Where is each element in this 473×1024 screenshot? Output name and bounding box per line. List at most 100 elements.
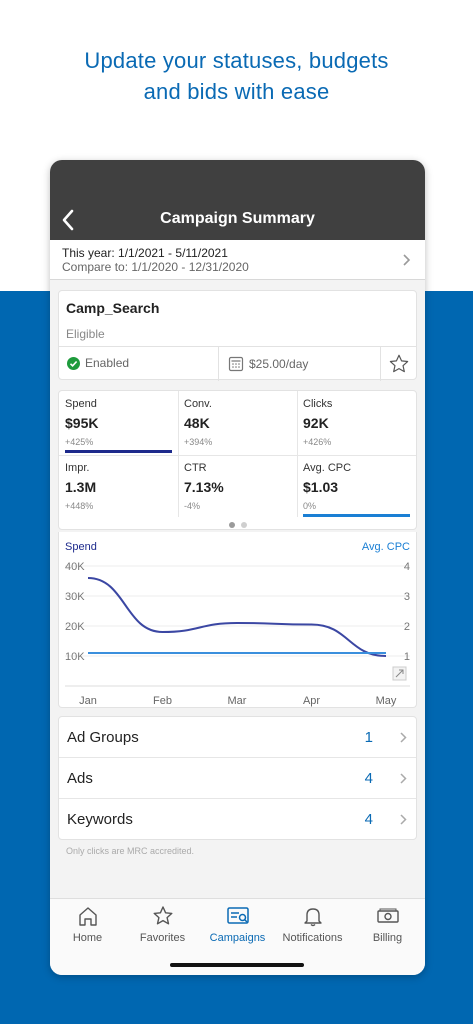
divider xyxy=(178,391,179,517)
entity-list: Ad Groups 1 Ads 4 Keywords 4 xyxy=(58,716,417,840)
metric-change: +448% xyxy=(65,501,94,511)
metric-conversions[interactable]: Conv. 48K +394% xyxy=(178,391,297,454)
right-tick-label: 2 xyxy=(404,621,410,633)
campaign-delivery-status: Eligible xyxy=(66,327,105,341)
list-item-label: Keywords xyxy=(67,811,133,828)
campaigns-icon xyxy=(226,907,249,924)
metric-label: Spend xyxy=(65,398,97,410)
metric-value: 7.13% xyxy=(184,479,224,495)
metric-value: 48K xyxy=(184,415,210,431)
budget-button[interactable]: $25.00/day xyxy=(228,356,308,372)
promo-headline: Update your statuses, budgets and bids w… xyxy=(0,45,473,107)
metric-change: +426% xyxy=(303,437,332,447)
campaign-card: Camp_Search Eligible Enabled $25.00/day xyxy=(58,290,417,381)
series-line-spend xyxy=(87,577,387,657)
x-tick-label: Mar xyxy=(228,695,247,707)
x-tick-label: May xyxy=(376,695,397,707)
divider xyxy=(297,391,298,517)
page-indicator[interactable] xyxy=(59,522,416,528)
tab-notifications[interactable]: Notifications xyxy=(275,905,350,944)
divider xyxy=(59,455,416,456)
metric-label: Conv. xyxy=(184,398,212,410)
phone-screen: Campaign Summary This year: 1/1/2021 - 5… xyxy=(50,160,425,975)
list-item-ad-groups[interactable]: Ad Groups 1 xyxy=(59,717,416,758)
tab-home[interactable]: Home xyxy=(50,905,125,944)
list-item-count: 4 xyxy=(364,811,373,828)
tab-label: Notifications xyxy=(282,932,343,944)
list-item-keywords[interactable]: Keywords 4 xyxy=(59,799,416,840)
metric-change: -4% xyxy=(184,501,201,511)
star-icon xyxy=(153,906,172,925)
metric-label: Clicks xyxy=(303,398,333,410)
tab-label: Home xyxy=(72,932,103,944)
metric-value: $1.03 xyxy=(303,479,339,495)
metric-ctr[interactable]: CTR 7.13% -4% xyxy=(178,455,297,518)
nav-bar: Campaign Summary xyxy=(50,160,425,240)
metric-value: $95K xyxy=(65,415,99,431)
left-axis-title: Spend xyxy=(65,541,97,553)
right-tick-label: 1 xyxy=(404,651,410,663)
status-label: Enabled xyxy=(85,356,130,370)
list-item-count: 4 xyxy=(364,770,373,787)
promo-line-2: and bids with ease xyxy=(143,79,330,104)
date-range-compare: Compare to: 1/1/2020 - 12/31/2020 xyxy=(62,260,249,274)
metric-label: Avg. CPC xyxy=(303,462,352,474)
date-range-this-year: This year: 1/1/2021 - 5/11/2021 xyxy=(62,246,228,260)
page-dot-active xyxy=(228,522,235,528)
home-indicator xyxy=(170,963,304,967)
calculator-icon xyxy=(228,356,244,372)
tab-label: Billing xyxy=(372,932,403,944)
metric-impressions[interactable]: Impr. 1.3M +448% xyxy=(59,455,178,518)
campaign-actions-row: Enabled $25.00/day xyxy=(59,346,416,381)
x-tick-label: Jan xyxy=(79,695,97,707)
home-icon xyxy=(78,907,97,926)
tab-bar: Home Favorites Campaigns Notifications xyxy=(50,898,425,975)
spend-cpc-chart: Spend Avg. CPC 40K 30K 20K 10K 4 3 2 1 Jan Feb Mar Ap… xyxy=(65,541,410,707)
left-tick-label: 10K xyxy=(65,651,85,663)
left-tick-label: 20K xyxy=(65,621,85,633)
divider xyxy=(380,347,381,381)
footnote: Only clicks are MRC accredited. xyxy=(66,846,195,856)
tab-label: Campaigns xyxy=(209,932,266,944)
metric-clicks[interactable]: Clicks 92K +426% xyxy=(297,391,416,454)
expand-icon-arrow xyxy=(395,669,404,678)
metric-change: 0% xyxy=(303,501,317,511)
star-icon[interactable] xyxy=(388,353,410,375)
chevron-right-icon xyxy=(400,814,407,825)
metric-selected-indicator xyxy=(303,514,410,517)
tab-billing[interactable]: Billing xyxy=(350,905,425,944)
chevron-left-icon[interactable] xyxy=(60,208,76,232)
chevron-right-icon xyxy=(400,773,407,784)
status-toggle[interactable]: Enabled xyxy=(67,356,129,370)
right-tick-label: 4 xyxy=(404,561,410,573)
right-axis-title: Avg. CPC xyxy=(362,541,410,553)
metric-change: +394% xyxy=(184,437,213,447)
metric-label: Impr. xyxy=(65,462,90,474)
campaign-name: Camp_Search xyxy=(66,300,160,316)
metrics-card: Spend $95K +425% Conv. 48K +394% Clicks … xyxy=(58,390,417,530)
metric-value: 1.3M xyxy=(65,479,97,495)
date-range-selector[interactable]: This year: 1/1/2021 - 5/11/2021 Compare … xyxy=(50,240,425,280)
tab-campaigns[interactable]: Campaigns xyxy=(200,905,275,944)
tab-label: Favorites xyxy=(139,932,186,944)
chart-card: Spend Avg. CPC 40K 30K 20K 10K 4 3 2 1 Jan Feb Mar Ap… xyxy=(58,532,417,708)
bell-icon xyxy=(303,908,322,927)
chevron-right-icon xyxy=(400,732,407,743)
x-tick-label: Feb xyxy=(153,695,172,707)
list-item-label: Ads xyxy=(67,770,93,787)
metric-spend[interactable]: Spend $95K +425% xyxy=(59,391,178,454)
metric-value: 92K xyxy=(303,415,329,431)
metric-change: +425% xyxy=(65,437,94,447)
x-tick-label: Apr xyxy=(303,695,320,707)
page-dot xyxy=(240,522,247,528)
metric-label: CTR xyxy=(184,462,207,474)
right-tick-label: 3 xyxy=(404,591,410,603)
tab-favorites[interactable]: Favorites xyxy=(125,905,200,944)
metric-avg-cpc[interactable]: Avg. CPC $1.03 0% xyxy=(297,455,416,518)
list-item-count: 1 xyxy=(364,729,373,746)
check-circle-icon xyxy=(67,356,80,370)
list-item-label: Ad Groups xyxy=(67,729,139,746)
billing-icon xyxy=(376,908,399,923)
list-item-ads[interactable]: Ads 4 xyxy=(59,758,416,799)
page-title: Campaign Summary xyxy=(160,210,315,227)
